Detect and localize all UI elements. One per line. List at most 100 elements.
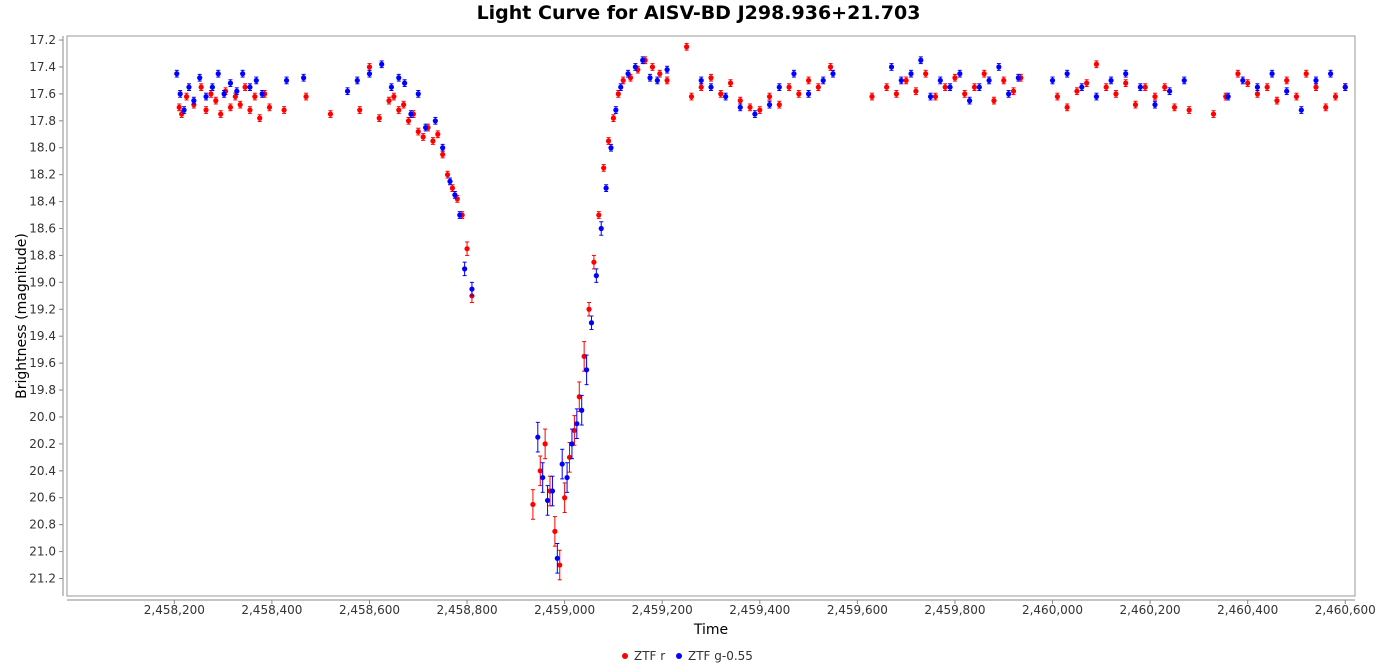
ztf-g-point xyxy=(805,91,812,97)
ztf-g-point xyxy=(1152,102,1158,108)
ztf-r-point xyxy=(1001,77,1007,84)
ztf-g-point xyxy=(588,320,595,326)
ztf-g-point xyxy=(966,98,973,104)
chart-title: Light Curve for AISV-BD J298.936+21.703 xyxy=(476,2,921,24)
ztf-r-point xyxy=(1274,98,1280,104)
ztf-r-point xyxy=(786,84,792,90)
ztf-g-point xyxy=(1137,84,1143,90)
ztf-g-point xyxy=(402,80,408,86)
ztf-r-point xyxy=(530,501,536,508)
ztf-r-point xyxy=(1293,93,1300,100)
x-axis-label: Time xyxy=(693,622,728,638)
y-tick-label: 18.4 xyxy=(29,195,56,209)
ztf-r-point xyxy=(698,84,704,90)
x-tick-label: 2,459,800 xyxy=(924,603,985,617)
ztf-g-point xyxy=(625,71,631,77)
ztf-g-point xyxy=(632,64,638,70)
ztf-g-point xyxy=(457,212,463,218)
ztf-g-point xyxy=(191,98,197,104)
ztf-r-point xyxy=(440,151,446,158)
ztf-r-point xyxy=(179,111,185,117)
ztf-r-point xyxy=(932,93,939,100)
ztf-r-point xyxy=(1332,93,1339,100)
ztf-g-point xyxy=(354,77,360,84)
ztf-g-point xyxy=(618,84,624,90)
ztf-g-point xyxy=(1123,71,1129,77)
ztf-r-point xyxy=(893,91,899,97)
ztf-g-point xyxy=(209,84,215,90)
legend-swatch-ztf-r xyxy=(622,653,628,659)
ztf-r-point xyxy=(1142,84,1148,90)
ztf-r-point xyxy=(454,196,460,202)
ztf-g-point xyxy=(186,84,192,90)
y-tick-label: 20.6 xyxy=(29,491,56,505)
y-tick-label: 20.4 xyxy=(29,464,56,478)
x-tick-label: 2,459,200 xyxy=(632,603,693,617)
ztf-r-point xyxy=(303,93,309,100)
ztf-g-point xyxy=(957,71,963,77)
ztf-r-point xyxy=(281,107,287,113)
ztf-r-point xyxy=(203,107,209,113)
ztf-r-point xyxy=(591,259,597,265)
ztf-r-point xyxy=(247,107,253,113)
ztf-r-point xyxy=(971,84,978,90)
ztf-r-point xyxy=(903,77,909,84)
ztf-g-point xyxy=(766,102,773,108)
ztf-g-point xyxy=(986,77,992,84)
ztf-g-point xyxy=(1225,93,1231,100)
ztf-g-point xyxy=(830,71,836,77)
ztf-g-point xyxy=(647,75,653,81)
ztf-r-point xyxy=(227,104,234,110)
ztf-g-point xyxy=(698,77,704,84)
ztf-r-point xyxy=(1210,111,1217,117)
ztf-g-point xyxy=(613,107,619,113)
ztf-r-point xyxy=(718,91,724,97)
ztf-g-point xyxy=(908,71,914,77)
ztf-r-point xyxy=(757,107,763,113)
ztf-g-point xyxy=(723,93,729,100)
ztf-g-point xyxy=(283,77,290,84)
ztf-g-point xyxy=(408,111,414,117)
ztf-g-point xyxy=(654,77,660,84)
ztf-r-point xyxy=(1254,91,1261,97)
ztf-g-point xyxy=(452,192,458,198)
ztf-g-point xyxy=(344,88,351,94)
ztf-r-point xyxy=(237,102,243,108)
y-tick-label: 19.4 xyxy=(29,329,56,343)
x-axis-ticks: 2,458,200 2,458,400 2,458,600 2,458,800 2,45… xyxy=(144,600,1376,617)
ztf-r-point xyxy=(884,84,890,90)
ztf-g-point xyxy=(366,71,373,77)
ztf-g-point xyxy=(1108,77,1114,84)
ztf-g-point xyxy=(177,91,183,97)
ztf-r-point xyxy=(952,75,958,81)
ztf-r-point xyxy=(1093,61,1100,67)
ztf-g-point xyxy=(598,225,604,232)
x-tick-label: 2,458,800 xyxy=(437,603,498,617)
ztf-g-point xyxy=(415,91,421,97)
ztf-r-point xyxy=(1264,84,1270,90)
ztf-g-point xyxy=(1079,84,1085,90)
y-tick-label: 19.6 xyxy=(29,356,56,370)
ztf-g-point xyxy=(540,474,546,481)
ztf-r-point xyxy=(615,91,621,97)
ztf-g-point xyxy=(608,145,614,151)
ztf-r-point xyxy=(213,98,219,104)
ztf-r-point xyxy=(183,93,190,100)
ztf-r-point xyxy=(815,84,821,90)
ztf-r-point xyxy=(596,212,602,218)
ztf-g-point xyxy=(1313,77,1319,84)
ztf-r-point xyxy=(1123,80,1129,86)
ztf-r-point xyxy=(444,172,451,178)
ztf-r-point xyxy=(537,468,543,474)
ztf-g-point xyxy=(301,75,307,81)
ztf-r-point xyxy=(266,104,273,110)
ztf-r-point xyxy=(198,84,204,90)
ztf-g-point xyxy=(569,441,575,447)
legend-swatch-ztf-g xyxy=(676,653,682,659)
ztf-g-point xyxy=(888,64,895,70)
ztf-r-point xyxy=(727,80,734,86)
ztf-g-point xyxy=(976,84,982,90)
ztf-g-point xyxy=(215,71,221,77)
ztf-r-point xyxy=(981,71,987,77)
y-tick-label: 20.2 xyxy=(29,437,56,451)
